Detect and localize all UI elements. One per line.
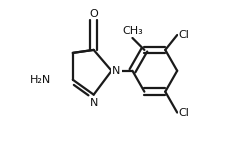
Text: N: N — [89, 98, 98, 108]
Text: Cl: Cl — [179, 30, 189, 40]
Text: Cl: Cl — [179, 108, 189, 117]
Text: H₂N: H₂N — [30, 75, 51, 85]
Text: CH₃: CH₃ — [122, 27, 143, 36]
Text: O: O — [89, 9, 98, 19]
Text: N: N — [112, 66, 121, 76]
